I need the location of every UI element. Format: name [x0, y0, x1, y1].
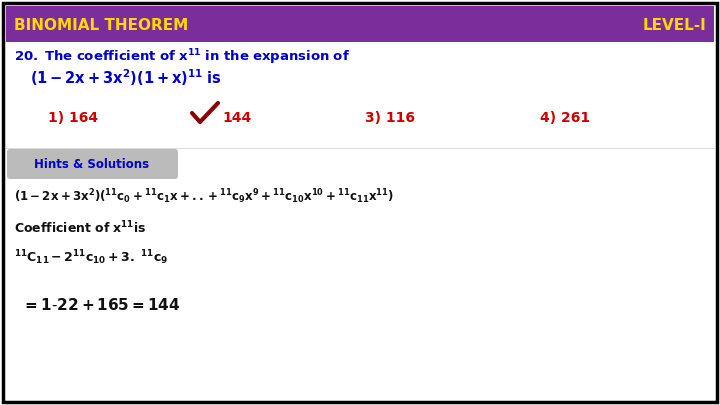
Bar — [6, 6, 714, 42]
Text: $\bf{Coefficient\ of\ x^{11}is}$: $\bf{Coefficient\ of\ x^{11}is}$ — [14, 220, 146, 236]
Text: $\bf{^{11}C_{11}-2^{11}c_{10}+3.\ ^{11}c_9}$: $\bf{^{11}C_{11}-2^{11}c_{10}+3.\ ^{11}c… — [14, 249, 168, 267]
Text: $\bf{=1\text{-}22+165=144}$: $\bf{=1\text{-}22+165=144}$ — [22, 297, 181, 313]
Text: $\bf{(1-2x+3x^2)(^{11}c_0+^{11}c_1x+..+^{11}c_9x^9+^{11}c_{10}x^{10}+^{11}c_{11}: $\bf{(1-2x+3x^2)(^{11}c_0+^{11}c_1x+..+^… — [14, 188, 394, 207]
FancyBboxPatch shape — [7, 149, 178, 179]
Text: $\bf{20.\ The\ coefficient\ of\ x^{11}\ in\ the\ expansion\ of}$: $\bf{20.\ The\ coefficient\ of\ x^{11}\ … — [14, 47, 350, 67]
Text: 3) 116: 3) 116 — [365, 111, 415, 125]
Text: 1) 164: 1) 164 — [48, 111, 98, 125]
Text: BINOMIAL THEOREM: BINOMIAL THEOREM — [14, 19, 188, 34]
Text: 144: 144 — [222, 111, 251, 125]
Text: 4) 261: 4) 261 — [540, 111, 590, 125]
Text: LEVEL-I: LEVEL-I — [642, 19, 706, 34]
Text: Hints & Solutions: Hints & Solutions — [35, 158, 150, 171]
Text: $\bf{(1-2x+3x^2)(1+x)^{11}\ is}$: $\bf{(1-2x+3x^2)(1+x)^{11}\ is}$ — [30, 68, 222, 88]
